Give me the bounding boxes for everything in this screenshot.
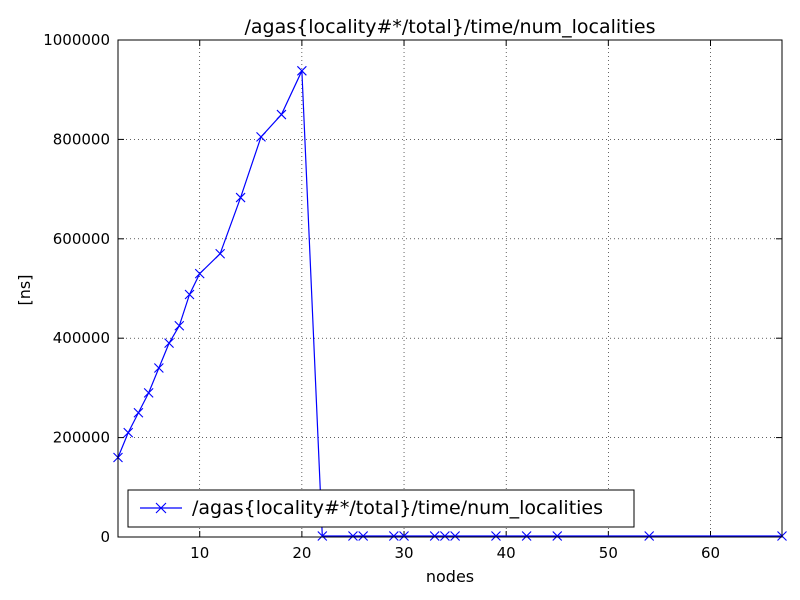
y-tick-label: 400000: [53, 329, 110, 347]
legend-marker-sample: [155, 502, 167, 514]
data-point: [348, 531, 358, 541]
y-tick-label: 600000: [53, 230, 110, 248]
data-point: [143, 387, 154, 398]
y-tick-label: 1000000: [43, 31, 110, 49]
tick-layer: 10 20 30 40 50 60 0 200000 400000 600000 800000 100…: [43, 31, 782, 562]
data-point: [164, 338, 174, 349]
legend: /agas{locality#*/total}/time/num_localit…: [127, 489, 635, 528]
data-point: [153, 363, 164, 373]
data-point: [440, 531, 450, 541]
data-point: [123, 427, 134, 438]
y-axis-label: [ns]: [15, 275, 34, 306]
data-point: [552, 531, 563, 541]
data-point: [133, 407, 144, 418]
x-axis-label: nodes: [426, 567, 474, 586]
data-point: [429, 531, 440, 541]
y-tick-label: 800000: [53, 130, 110, 148]
data-point: [215, 248, 226, 259]
x-tick-label: 50: [599, 544, 618, 562]
x-tick-label: 20: [292, 544, 311, 562]
y-tick-label: 200000: [53, 429, 110, 447]
data-point: [174, 320, 185, 331]
data-point: [358, 531, 369, 541]
x-tick-label: 10: [190, 544, 209, 562]
chart-title: /agas{locality#*/total}/time/num_localit…: [244, 16, 655, 38]
data-point: [399, 531, 409, 541]
plot-frame: [117, 39, 783, 538]
data-point: [296, 65, 307, 76]
grid-layer: [118, 40, 782, 537]
data-point: [491, 531, 501, 541]
data-point: [256, 132, 266, 142]
y-tick-label: 0: [100, 528, 110, 546]
legend-label: /agas{locality#*/total}/time/num_localit…: [192, 497, 603, 519]
data-point: [644, 531, 655, 541]
data-point: [184, 289, 195, 300]
data-point: [194, 268, 205, 279]
x-tick-label: 30: [394, 544, 413, 562]
data-point: [317, 531, 328, 541]
legend-box: [127, 489, 635, 528]
data-point: [450, 531, 460, 541]
x-tick-label: 60: [701, 544, 720, 562]
data-point: [276, 109, 287, 120]
x-tick-label: 40: [497, 544, 516, 562]
data-point: [388, 531, 399, 541]
data-point: [521, 531, 532, 541]
data-point: [235, 192, 246, 203]
